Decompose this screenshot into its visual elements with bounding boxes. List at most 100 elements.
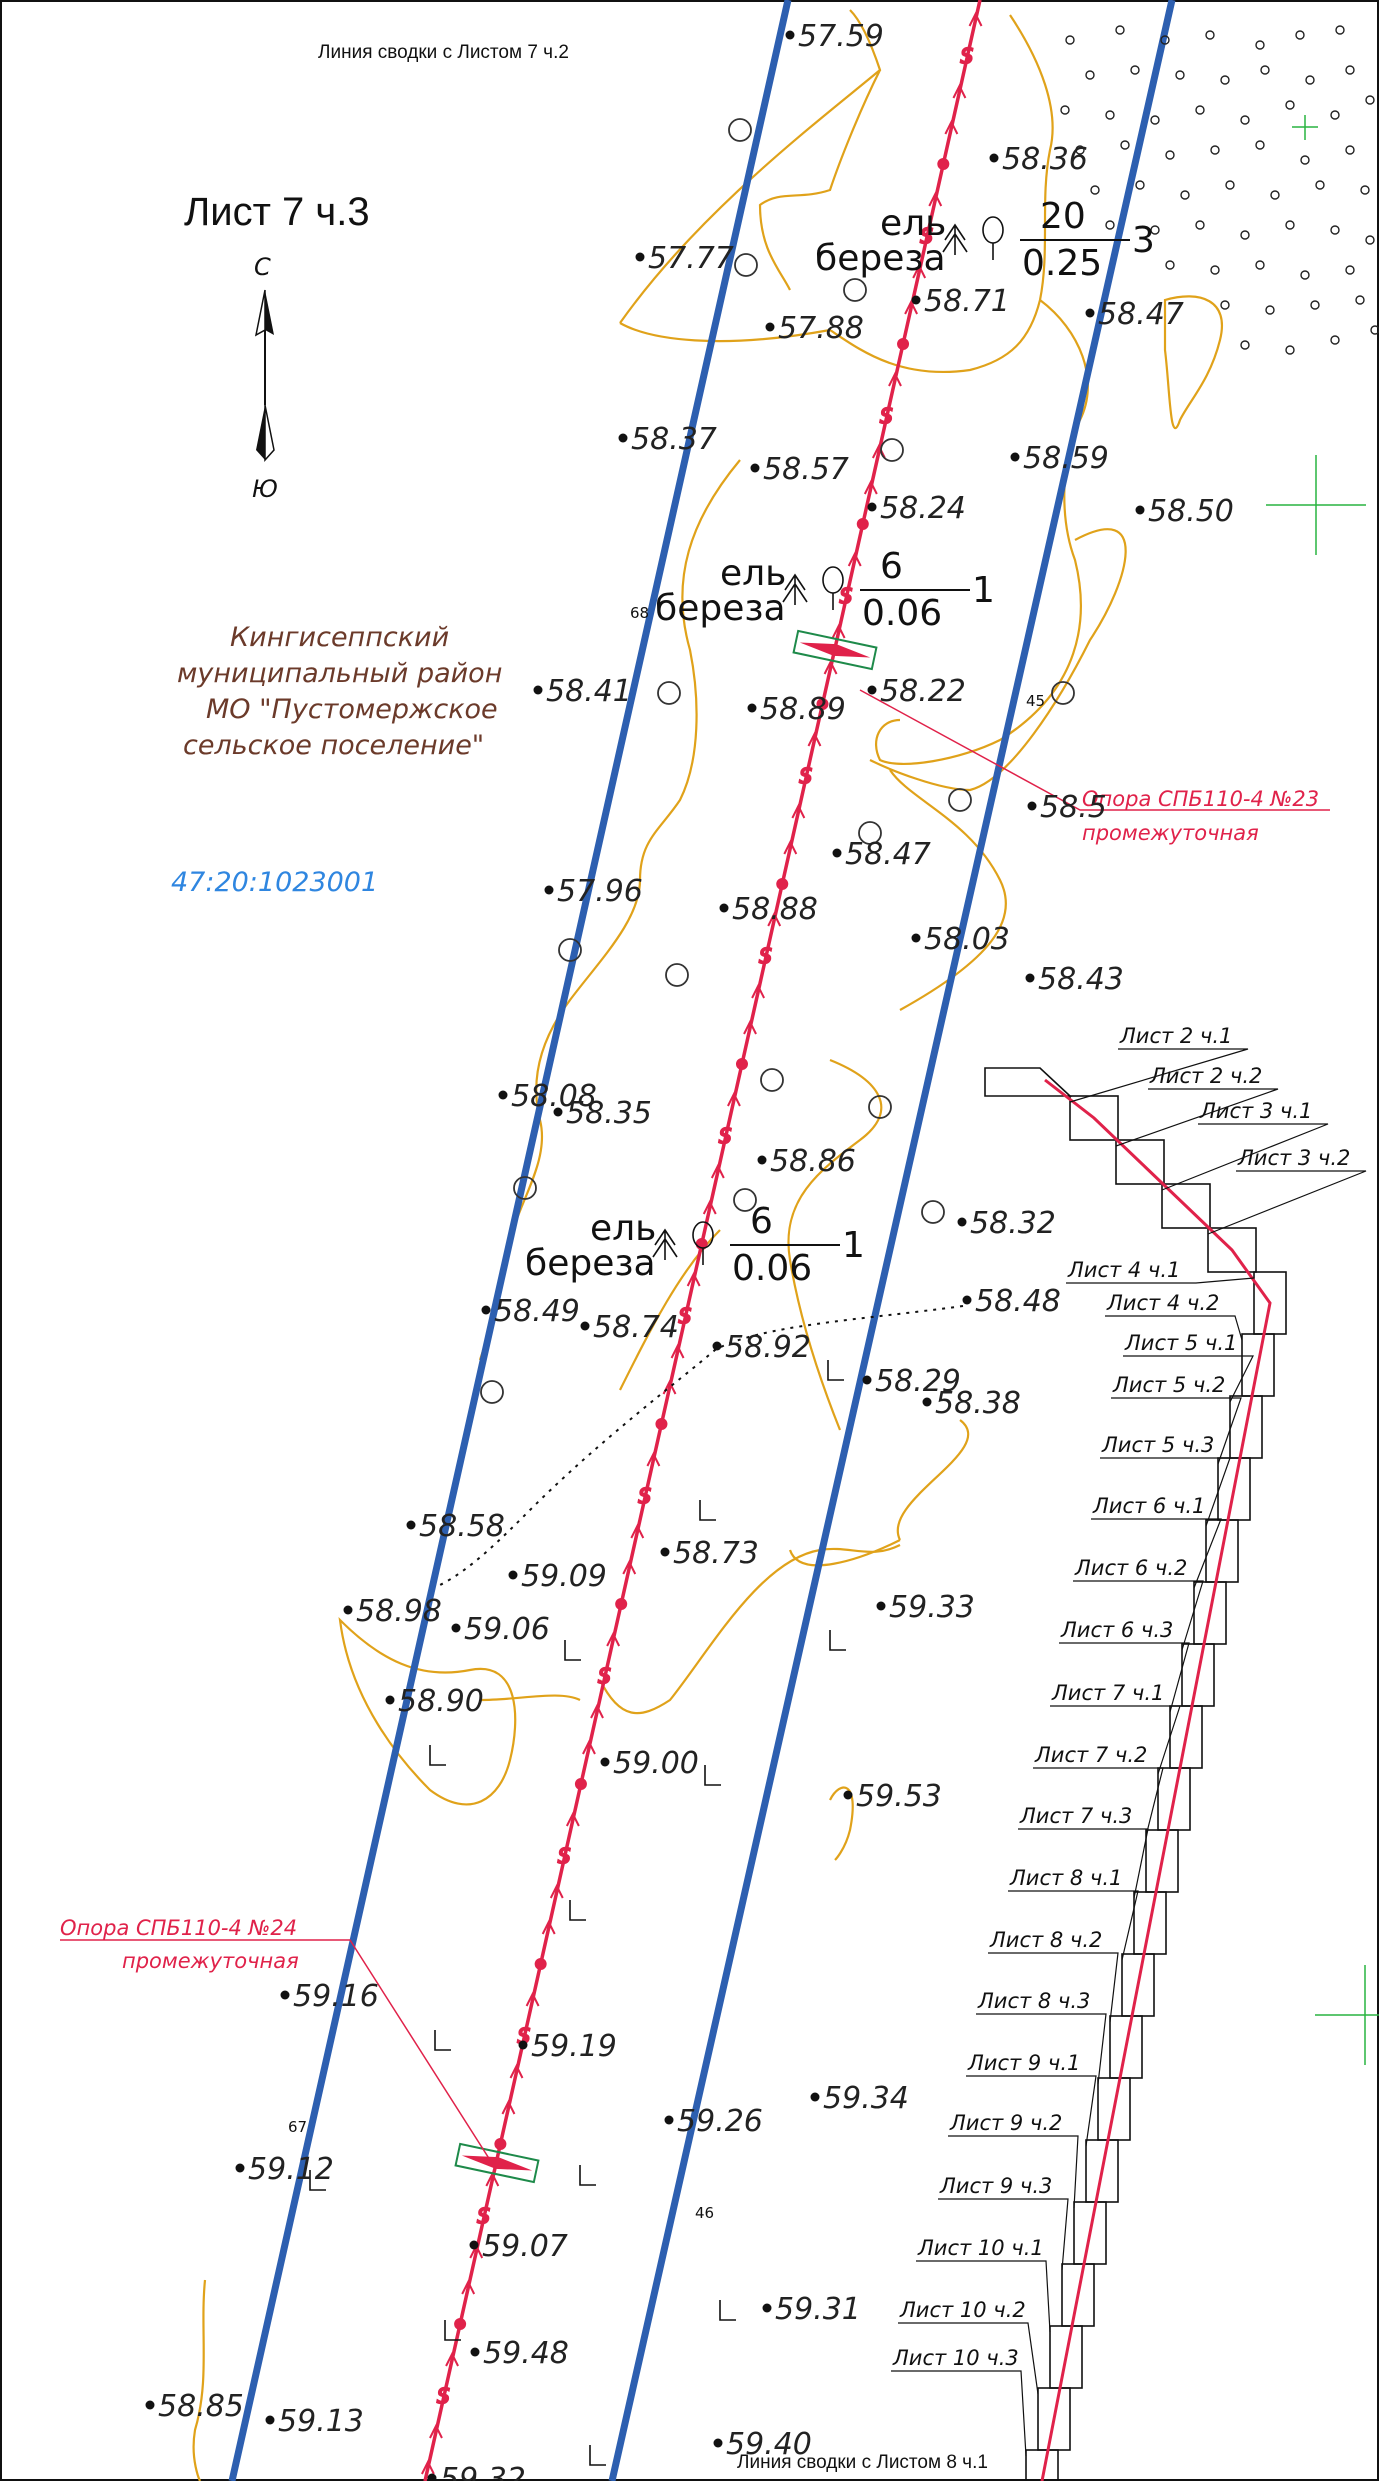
sheet-box <box>1161 1183 1211 1229</box>
line-arrow <box>783 839 798 855</box>
elevation-dot <box>518 2040 528 2050</box>
elevation-point: 58.89 <box>747 692 846 727</box>
elevation-dot <box>280 1990 290 2000</box>
survey-point <box>1240 340 1250 350</box>
tree-diameter: 0.06 <box>732 1248 812 1289</box>
survey-point <box>1220 300 1230 310</box>
sheet-index-label: Лист 3 ч.1 <box>1199 1099 1312 1123</box>
line-arrow <box>501 2099 516 2115</box>
elevation-dot <box>922 1397 932 1407</box>
tree-height: 6 <box>750 1201 773 1242</box>
elevation-value: 58.74 <box>593 1310 679 1345</box>
elevation-point: 58.38 <box>922 1386 1021 1421</box>
elevation-dot <box>343 1605 353 1615</box>
survey-point <box>1315 180 1325 190</box>
elevation-dot <box>867 502 877 512</box>
elevation-value: 58.08 <box>511 1079 597 1114</box>
sheet-index-label: Лист 8 ч.2 <box>989 1928 1102 1952</box>
elevation-point: 57.88 <box>765 311 864 346</box>
tower-24-type: промежуточная <box>122 1949 299 1973</box>
line-arrow <box>831 623 846 639</box>
tree-species-1: ель <box>590 1208 656 1249</box>
elevation-value: 58.41 <box>546 674 632 709</box>
line-arrow <box>606 1631 621 1647</box>
line-arrow <box>565 1811 580 1827</box>
elevation-point: 58.35 <box>553 1096 652 1131</box>
survey-point <box>1365 95 1375 105</box>
tree-species-1: ель <box>720 553 786 594</box>
elevation-dot <box>765 322 775 332</box>
sheet-index-label: Лист 5 ч.2 <box>1112 1373 1225 1397</box>
elevation-point: 58.37 <box>618 422 717 457</box>
elevation-dot <box>508 1570 518 1580</box>
elevation-dot <box>553 1107 563 1117</box>
sheet-index-label: Лист 7 ч.3 <box>1019 1804 1132 1828</box>
elevation-value: 59.33 <box>889 1590 975 1625</box>
elevation-point: 59.31 <box>762 2292 861 2327</box>
svg-text:Кингисеппский: Кингисеппский <box>230 622 449 653</box>
tower-24-symbol <box>454 2142 540 2184</box>
top-link-label: Линия сводки с Листом 7 ч.2 <box>318 42 569 63</box>
elevation-value: 58.32 <box>970 1206 1056 1241</box>
survey-point <box>1060 105 1070 115</box>
sheet-index-label: Лист 8 ч.3 <box>977 1989 1090 2013</box>
elevation-dot <box>427 2473 437 2481</box>
line-s-mark: S <box>799 764 812 788</box>
survey-point <box>1065 35 1075 45</box>
elevation-value: 58.89 <box>760 692 846 727</box>
tree-diameter: 0.25 <box>1022 243 1102 284</box>
line-arrow <box>968 11 983 27</box>
elevation-value: 58.38 <box>935 1386 1021 1421</box>
line-arrow <box>525 1991 540 2007</box>
elevation-labels: 57.59 58.36 57.77 58.71 57.88 58.47 58.37 58.57… <box>145 19 1234 2481</box>
survey-point <box>1345 65 1355 75</box>
compass-north-label: С <box>254 253 271 281</box>
survey-point <box>1160 35 1170 45</box>
sheet-index-label: Лист 8 ч.1 <box>1009 1866 1122 1890</box>
line-s-mark: S <box>679 1304 692 1328</box>
sheet-index-label: Лист 7 ч.2 <box>1034 1743 1147 1767</box>
survey-point <box>1195 220 1205 230</box>
elevation-dot <box>664 2115 674 2125</box>
line-arrow <box>590 1703 604 1719</box>
svg-text:муниципальный район: муниципальный район <box>177 658 502 689</box>
elevation-value: 58.43 <box>1038 962 1124 997</box>
birch-icon <box>982 216 1004 244</box>
elevation-point: 58.47 <box>1085 297 1184 332</box>
elevation-point: 57.77 <box>635 241 734 276</box>
elevation-value: 58.90 <box>398 1684 484 1719</box>
elevation-point: 59.16 <box>280 1979 379 2014</box>
line-s-mark: S <box>638 1484 651 1508</box>
line-arrow <box>541 1919 556 1935</box>
survey-point <box>1225 180 1235 190</box>
line-node <box>776 878 789 890</box>
tower-23-type: промежуточная <box>1082 821 1259 845</box>
elevation-dot <box>911 295 921 305</box>
sheet-index-label: Лист 2 ч.1 <box>1119 1024 1232 1048</box>
spruce-icon <box>652 1228 678 1260</box>
line-node <box>615 1598 628 1610</box>
elevation-value: 58.48 <box>975 1284 1061 1319</box>
contour-lines <box>192 9 1223 2481</box>
elevation-point: 58.47 <box>832 837 931 872</box>
elevation-point: 58.73 <box>660 1536 759 1571</box>
tower-23-name: Опора СПБ110-4 №23 <box>1082 787 1319 811</box>
elevation-value: 57.96 <box>557 874 643 909</box>
elevation-point: 58.08 <box>498 1079 597 1114</box>
elevation-dot <box>406 1520 416 1530</box>
line-arrow <box>582 1739 596 1755</box>
elevation-value: 59.06 <box>464 1612 550 1647</box>
elevation-dot <box>762 2303 772 2313</box>
tower-24-leader <box>60 1939 491 2161</box>
elevation-dot <box>1085 308 1095 318</box>
elevation-point: 58.43 <box>1025 962 1124 997</box>
survey-point <box>1365 235 1375 245</box>
elevation-dot <box>265 2415 275 2425</box>
survey-point-cluster <box>1060 25 1379 355</box>
elevation-dot <box>785 30 795 40</box>
